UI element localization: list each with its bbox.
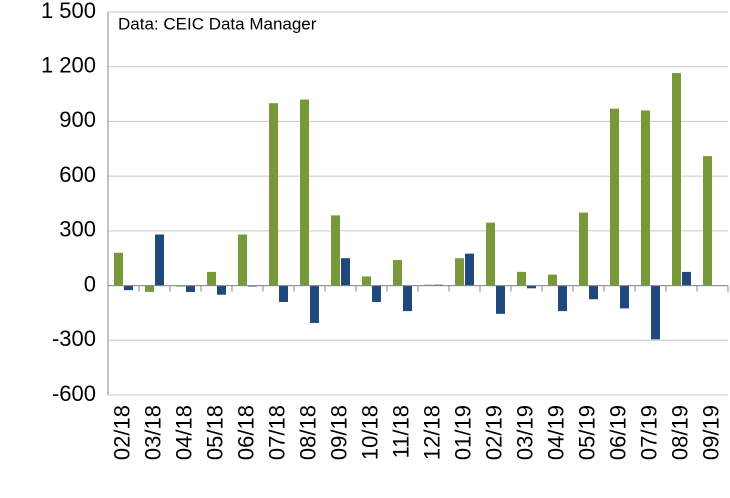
x-tick-label: 03/19	[512, 405, 537, 460]
bar	[155, 234, 164, 286]
bar	[114, 252, 123, 286]
bar	[145, 285, 154, 292]
bar	[641, 110, 650, 286]
x-tick-label: 05/19	[574, 405, 599, 460]
bar	[269, 103, 278, 286]
x-tick-label: 01/19	[450, 405, 475, 460]
y-tick-label: 0	[84, 271, 96, 296]
x-tick-label: 11/18	[388, 405, 413, 458]
bar	[341, 258, 350, 286]
x-tick-label: 09/19	[698, 405, 723, 460]
bar	[610, 108, 619, 286]
x-tick-label: 03/18	[140, 405, 165, 460]
annotation: Data: CEIC Data Manager	[118, 14, 317, 33]
x-tick-label: 09/18	[326, 405, 351, 460]
y-tick-label: -300	[52, 326, 96, 351]
x-tick-label: 10/18	[357, 405, 382, 460]
x-tick-label: 04/18	[171, 405, 196, 460]
bar	[124, 285, 133, 291]
bar	[579, 212, 588, 286]
bar	[651, 285, 660, 340]
x-tick-label: 06/18	[233, 405, 258, 460]
bar	[186, 285, 195, 292]
bar	[393, 260, 402, 286]
bar	[279, 285, 288, 302]
bar	[207, 271, 216, 286]
bar	[362, 276, 371, 286]
x-tick-label: 06/19	[605, 405, 630, 460]
bar	[217, 285, 226, 295]
bar	[682, 271, 691, 286]
y-tick-label: 1 500	[41, 0, 96, 23]
bar	[331, 215, 340, 286]
bar	[703, 156, 712, 286]
x-tick-label: 12/18	[419, 405, 444, 460]
bar	[558, 285, 567, 312]
bar	[238, 234, 247, 286]
x-tick-label: 05/18	[202, 405, 227, 460]
bar	[486, 222, 495, 286]
x-tick-label: 02/18	[109, 405, 134, 460]
bar	[517, 271, 526, 286]
bar	[310, 285, 319, 323]
y-tick-label: 300	[59, 217, 96, 242]
bar	[496, 285, 505, 314]
bar	[527, 285, 536, 289]
y-tick-label: 900	[59, 107, 96, 132]
x-tick-label: 02/19	[481, 405, 506, 460]
bar	[465, 253, 474, 286]
bar	[455, 258, 464, 286]
x-tick-label: 04/19	[543, 405, 568, 460]
y-tick-label: 600	[59, 162, 96, 187]
bar	[620, 285, 629, 309]
bar	[300, 99, 309, 286]
bar	[403, 285, 412, 312]
bar	[548, 274, 557, 286]
x-tick-label: 08/18	[295, 405, 320, 460]
y-tick-label: 1 200	[41, 53, 96, 78]
x-tick-label: 08/19	[667, 405, 692, 460]
bar	[672, 73, 681, 286]
bar	[589, 285, 598, 300]
x-tick-label: 07/19	[636, 405, 661, 460]
x-tick-label: 07/18	[264, 405, 289, 460]
y-tick-label: -600	[52, 381, 96, 406]
bar	[372, 285, 381, 302]
